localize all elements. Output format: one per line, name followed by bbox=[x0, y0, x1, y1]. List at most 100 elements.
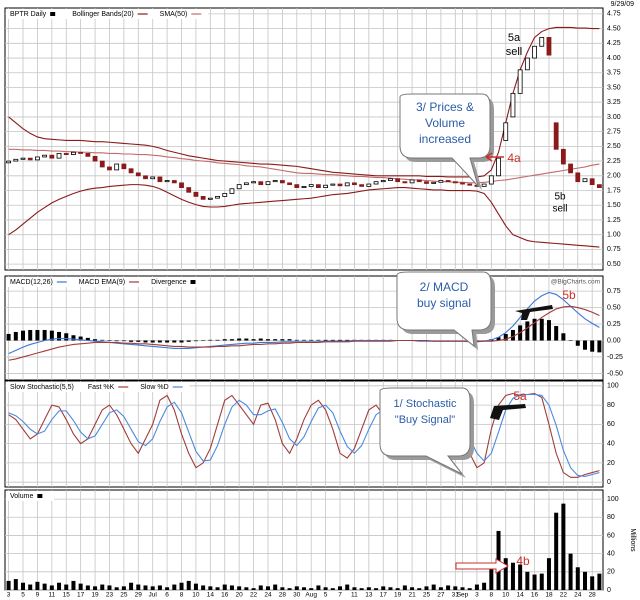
volume-bar bbox=[186, 580, 191, 590]
candle bbox=[402, 181, 408, 184]
annotation: "Buy Signal" bbox=[395, 414, 455, 426]
volume-bar bbox=[323, 587, 328, 590]
divergence-bar bbox=[546, 320, 551, 341]
volume-bar bbox=[237, 586, 242, 590]
candle bbox=[128, 168, 134, 174]
volume-bar bbox=[532, 574, 537, 590]
x-tick-label: 14 bbox=[207, 592, 215, 599]
x-tick-label: 16 bbox=[221, 592, 229, 599]
divergence-bar bbox=[136, 340, 141, 342]
volume-bar bbox=[179, 582, 184, 590]
y-tick-label: 1.00 bbox=[607, 232, 621, 239]
divergence-bar bbox=[57, 331, 62, 341]
divergence-bar bbox=[338, 339, 343, 341]
divergence-bar bbox=[309, 339, 314, 341]
candle bbox=[99, 160, 105, 168]
volume-bar bbox=[374, 588, 379, 590]
y-tick-label: 0.75 bbox=[607, 246, 621, 253]
y-tick-label: 4.50 bbox=[607, 25, 621, 32]
candle bbox=[258, 181, 264, 186]
x-tick-label: Sep bbox=[457, 592, 469, 599]
candle bbox=[236, 184, 242, 190]
volume-bar bbox=[489, 562, 494, 590]
candle bbox=[35, 156, 40, 161]
legend-swatch bbox=[37, 494, 43, 498]
y-tick-label: 4.75 bbox=[607, 11, 621, 18]
sma-line bbox=[8, 148, 600, 184]
legend-label: SMA(50) bbox=[160, 11, 188, 18]
legend-label: MACD EMA(9) bbox=[79, 279, 125, 286]
divergence-bar bbox=[496, 337, 501, 341]
candle bbox=[589, 178, 595, 186]
volume-bar bbox=[366, 587, 371, 590]
candle bbox=[215, 196, 220, 199]
candle bbox=[179, 182, 184, 188]
candle bbox=[438, 180, 444, 183]
candle bbox=[323, 184, 329, 188]
divergence-bar bbox=[85, 337, 90, 341]
volume-bar bbox=[554, 512, 559, 590]
divergence-bar bbox=[215, 339, 220, 341]
divergence-bar bbox=[21, 330, 26, 341]
volume-bar bbox=[201, 585, 206, 590]
x-tick-label: 19 bbox=[394, 592, 402, 599]
volume-bar bbox=[302, 587, 306, 590]
volume-bar bbox=[410, 587, 415, 590]
annotation: increased bbox=[419, 132, 471, 146]
x-tick-label: 28 bbox=[589, 592, 597, 599]
volume-bar bbox=[215, 587, 220, 590]
candle bbox=[409, 179, 415, 184]
candle bbox=[568, 163, 573, 174]
volume-bar bbox=[352, 587, 357, 590]
volume-bar bbox=[438, 587, 443, 590]
candle bbox=[416, 179, 422, 183]
y-tick-label: 3.50 bbox=[607, 84, 621, 91]
candle bbox=[20, 157, 26, 160]
candle bbox=[121, 163, 127, 170]
divergence-bar bbox=[294, 339, 299, 341]
divergence-bar bbox=[64, 333, 69, 341]
divergence-bar bbox=[179, 340, 184, 343]
candle bbox=[388, 178, 393, 181]
candle bbox=[431, 181, 437, 184]
y-tick-label: 0.25 bbox=[607, 321, 621, 328]
legend-swatch bbox=[190, 280, 196, 284]
divergence-bar bbox=[6, 333, 11, 341]
divergence-bar bbox=[330, 339, 335, 341]
source-label: @BigCharts.com bbox=[551, 279, 600, 286]
stochastic-line bbox=[8, 392, 600, 478]
x-tick-label: Jul bbox=[149, 592, 158, 599]
x-tick-label: 3 bbox=[475, 592, 479, 599]
y-tick-label: 3.25 bbox=[607, 99, 621, 106]
y-tick-label: 0.75 bbox=[607, 288, 621, 295]
y-tick-label: 40 bbox=[607, 550, 615, 557]
divergence-bar bbox=[590, 340, 595, 352]
candle bbox=[539, 37, 545, 47]
volume-bar bbox=[21, 582, 26, 590]
x-tick-label: 3 bbox=[7, 592, 11, 599]
volume-bar bbox=[93, 586, 98, 590]
volume-bar bbox=[381, 586, 386, 590]
volume-bar bbox=[244, 587, 249, 590]
candle bbox=[582, 178, 588, 183]
y-tick-label: 1.75 bbox=[607, 187, 621, 194]
y-tick-label: 20 bbox=[607, 569, 615, 576]
y-axis-label: Millions bbox=[629, 528, 636, 552]
divergence-bar bbox=[172, 340, 177, 343]
annotation: 2/ MACD bbox=[420, 280, 469, 294]
bubble bbox=[379, 387, 471, 475]
panel bbox=[4, 275, 604, 381]
volume-bar bbox=[338, 586, 343, 590]
volume-bar bbox=[258, 585, 263, 590]
candle bbox=[380, 180, 386, 183]
volume-bar bbox=[316, 585, 321, 590]
divergence-bar bbox=[532, 318, 537, 341]
volume-bar bbox=[582, 571, 587, 590]
candle bbox=[114, 163, 120, 171]
y-tick-label: 3.75 bbox=[607, 70, 621, 77]
legend-label: Slow %D bbox=[140, 384, 168, 391]
annotation: 5b bbox=[562, 288, 576, 302]
x-tick-label: 9 bbox=[36, 592, 40, 599]
volume-bar bbox=[474, 584, 479, 590]
divergence-bar bbox=[345, 339, 350, 341]
